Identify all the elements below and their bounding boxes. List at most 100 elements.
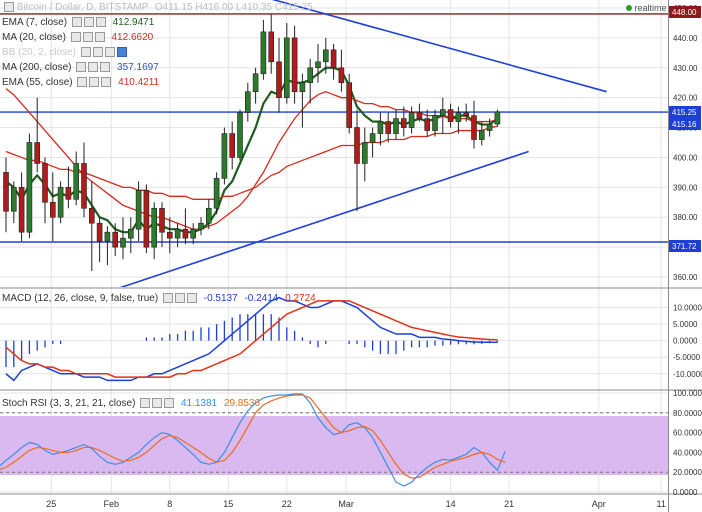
axis-labels: 1825Feb81522Mar1421Apr11450.00440.00430.… xyxy=(46,4,702,509)
candle-body xyxy=(354,127,360,164)
candle-body xyxy=(424,118,431,131)
candle-body xyxy=(268,31,275,63)
stoch-tick-label: 20.0000 xyxy=(673,468,702,477)
price-badge-label: 448.00 xyxy=(672,8,697,17)
legend-close-icon[interactable] xyxy=(95,17,106,28)
macd-tick-label: 0.0000 xyxy=(673,337,698,346)
candle-body xyxy=(447,109,454,122)
legend-settings-icon[interactable] xyxy=(152,398,163,409)
price-tick-label: 440.00 xyxy=(673,34,698,43)
price-badge xyxy=(669,118,701,130)
legend-eye-icon[interactable] xyxy=(140,398,151,409)
legend-ma20-label: MA (20, close) xyxy=(2,32,66,43)
legend-settings-icon[interactable] xyxy=(83,17,94,28)
candle-body xyxy=(463,112,470,116)
legend-settings-icon[interactable] xyxy=(92,47,103,58)
legend-ema55-label: EMA (55, close) xyxy=(2,77,73,88)
legend-eye-icon[interactable] xyxy=(80,47,91,58)
candle-body xyxy=(128,228,134,239)
stoch-tick-label: 60.0000 xyxy=(673,429,702,438)
legend-ema7-value: 412.9471 xyxy=(112,17,155,28)
candle-body xyxy=(393,118,399,134)
legend-settings-icon[interactable] xyxy=(174,293,185,304)
legend-eye-icon[interactable] xyxy=(76,62,87,73)
candle-body xyxy=(408,112,415,128)
time-tick-label: Apr xyxy=(592,499,606,509)
candle-body xyxy=(291,37,298,92)
legend-visibility-icon[interactable] xyxy=(116,47,127,58)
time-tick-label: 8 xyxy=(167,499,172,509)
candle-body xyxy=(346,82,353,128)
candle-body xyxy=(57,187,64,218)
candle-body xyxy=(455,112,462,122)
ma-line xyxy=(5,125,498,200)
legend-ema7[interactable]: EMA (7, close) 412.9471 xyxy=(2,17,154,29)
candle-body xyxy=(416,112,423,119)
price-pane xyxy=(0,0,668,287)
candle-body xyxy=(245,91,251,113)
legend-hidden[interactable]: BB (20, 2, close) xyxy=(2,47,127,59)
legend-stoch[interactable]: Stoch RSI (3, 3, 21, 21, close) 41.1381 … xyxy=(2,398,260,410)
macd-line xyxy=(5,296,498,382)
stoch-tick-label: 0.0000 xyxy=(673,488,698,497)
candle-body xyxy=(3,172,9,212)
legend-ma200[interactable]: MA (200, close) 357.1697 xyxy=(2,62,159,74)
time-tick-label: 11 xyxy=(657,499,666,509)
symbol-toggle[interactable] xyxy=(4,2,14,13)
candle-body xyxy=(432,115,438,131)
ma-line xyxy=(5,88,498,230)
legend-settings-icon[interactable] xyxy=(82,32,93,43)
legend-eye-icon[interactable] xyxy=(70,32,81,43)
price-tick-label: 400.00 xyxy=(673,153,698,162)
time-tick-label: 15 xyxy=(223,499,233,509)
legend-ema55[interactable]: EMA (55, close) 410.4211 xyxy=(2,77,159,89)
legend-close-icon[interactable] xyxy=(94,32,105,43)
candle-body xyxy=(338,67,345,84)
legend-close-icon[interactable] xyxy=(164,398,175,409)
candle-body xyxy=(361,142,368,164)
candle-body xyxy=(237,112,243,158)
legend-ema7-label: EMA (7, close) xyxy=(2,17,68,28)
legend-settings-icon[interactable] xyxy=(89,77,100,88)
candle-body xyxy=(283,37,290,98)
legend-macd-value: -0.5137 xyxy=(203,293,238,304)
candle-body xyxy=(330,49,337,69)
legend-eye-icon[interactable] xyxy=(77,77,88,88)
candle-body xyxy=(299,82,306,92)
legend-hist-value: 0.2724 xyxy=(285,293,316,304)
legend-macd[interactable]: MACD (12, 26, close, 9, false, true) -0.… xyxy=(2,293,316,305)
candle-body xyxy=(81,163,87,209)
legend-ma20[interactable]: MA (20, close) 412.6620 xyxy=(2,32,153,44)
legend-close-icon[interactable] xyxy=(186,293,197,304)
legend-eye-icon[interactable] xyxy=(71,17,82,28)
candle-body xyxy=(151,207,157,248)
price-badge xyxy=(669,106,701,118)
candle-body xyxy=(174,228,181,239)
candle-body xyxy=(65,187,72,200)
candle-body xyxy=(400,118,407,128)
legend-close-icon[interactable] xyxy=(100,62,111,73)
legend-settings-icon[interactable] xyxy=(88,62,99,73)
price-tick-label: 430.00 xyxy=(673,64,698,73)
candle-body xyxy=(104,231,111,242)
legend-close-icon[interactable] xyxy=(101,77,112,88)
price-badge xyxy=(669,6,701,18)
price-badge-label: 371.72 xyxy=(672,242,697,251)
macd-tick-label: -5.0000 xyxy=(673,353,701,362)
realtime-dot-icon xyxy=(626,5,632,11)
candle-body xyxy=(26,142,33,233)
legend-eye-icon[interactable] xyxy=(162,293,173,304)
candle-body xyxy=(190,228,196,239)
candle-body xyxy=(276,61,282,98)
legend-signal-value: -0.2414 xyxy=(244,293,279,304)
candle-body xyxy=(11,187,17,212)
candle-body xyxy=(182,228,189,239)
realtime-indicator: realtime xyxy=(626,3,667,13)
legend-ma200-value: 357.1697 xyxy=(117,62,159,73)
legend-stoch-label: Stoch RSI (3, 3, 21, 21, close) xyxy=(2,398,136,409)
legend-ema55-value: 410.4211 xyxy=(118,77,160,88)
macd-tick-label: 5.0000 xyxy=(673,320,698,329)
legend-close-icon[interactable] xyxy=(104,47,115,58)
